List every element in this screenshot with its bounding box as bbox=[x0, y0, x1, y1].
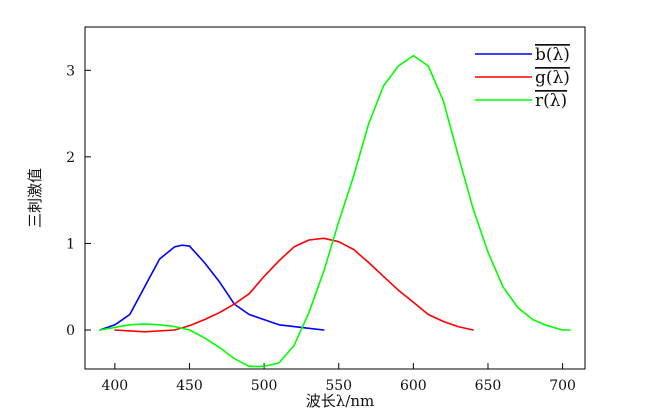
y-tick-label: 3 bbox=[66, 63, 75, 79]
y-tick-label: 2 bbox=[66, 150, 75, 166]
plot-frame bbox=[84, 26, 586, 370]
legend: b(λ) g(λ) r(λ) bbox=[475, 45, 570, 111]
y-tick-label: 1 bbox=[66, 236, 75, 252]
legend-label: b(λ) bbox=[535, 45, 570, 65]
x-tick-label: 600 bbox=[400, 378, 427, 394]
series-line-2 bbox=[99, 54, 571, 368]
series-line-0 bbox=[99, 244, 325, 331]
series-line-1 bbox=[114, 237, 474, 333]
x-tick-label: 450 bbox=[176, 378, 203, 394]
legend-label: g(λ) bbox=[535, 68, 570, 88]
legend-label: r(λ) bbox=[535, 91, 567, 111]
x-axis-label: 波长λ/nm bbox=[306, 392, 374, 410]
x-axis-ticks: 400 450 500 550 600 650 700 bbox=[101, 363, 576, 394]
x-tick-label: 500 bbox=[251, 378, 278, 394]
x-tick-label: 400 bbox=[101, 378, 128, 394]
x-tick-label: 700 bbox=[549, 378, 576, 394]
y-tick-label: 0 bbox=[66, 323, 75, 339]
x-tick-label: 550 bbox=[325, 378, 352, 394]
series-lines bbox=[99, 54, 571, 368]
y-axis-label: 三刺激值 bbox=[26, 168, 44, 228]
x-tick-label: 650 bbox=[475, 378, 502, 394]
y-axis-ticks: 0 1 2 3 bbox=[66, 63, 91, 339]
